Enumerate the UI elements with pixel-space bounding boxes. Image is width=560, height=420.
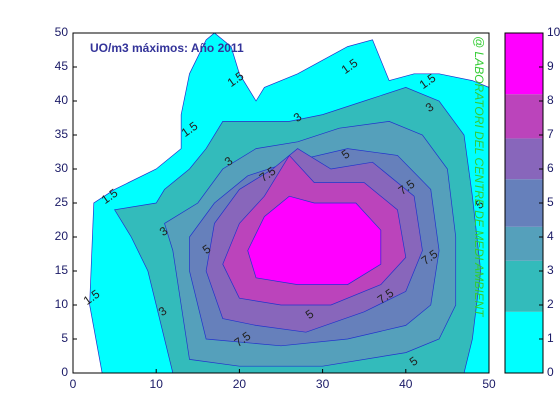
colorbar-band	[505, 311, 543, 373]
colorbar-tick-label: 9	[547, 59, 554, 73]
colorbar-tick-label: 1	[547, 331, 554, 345]
y-tick-label: 30	[55, 161, 69, 175]
x-tick-label: 50	[482, 377, 496, 391]
colorbar-tick-label: 8	[547, 93, 554, 107]
chart-title: UO/m3 máximos: Año 2011	[90, 41, 244, 55]
y-tick-label: 10	[55, 297, 69, 311]
y-tick-label: 20	[55, 229, 69, 243]
y-tick-label: 35	[55, 127, 69, 141]
y-tick-label: 15	[55, 263, 69, 277]
y-tick-label: 50	[55, 25, 69, 39]
colorbar-band	[505, 94, 543, 139]
colorbar-band	[505, 138, 543, 180]
x-tick-label: 30	[316, 377, 330, 391]
colorbar-band	[505, 179, 543, 227]
y-tick-label: 45	[55, 59, 69, 73]
watermark: @ LABORATORI DEL CENTRE DE MEDI AMBIENT	[472, 36, 486, 318]
colorbar-tick-label: 5	[547, 195, 554, 209]
colorbar-band	[505, 260, 543, 312]
colorbar-tick-label: 0	[547, 365, 554, 379]
colorbar-tick-label: 4	[547, 229, 554, 243]
contour-region	[247, 195, 382, 285]
colorbar-tick-label: 3	[547, 263, 554, 277]
colorbar-band	[505, 33, 543, 95]
y-tick-label: 40	[55, 93, 69, 107]
colorbar-tick-label: 2	[547, 297, 554, 311]
y-tick-label: 0	[61, 365, 68, 379]
x-tick-label: 0	[70, 377, 77, 391]
colorbar-tick-label: 6	[547, 161, 554, 175]
colorbar-tick-label: 10	[547, 25, 560, 39]
x-tick-label: 20	[233, 377, 247, 391]
x-tick-label: 10	[150, 377, 164, 391]
y-tick-label: 25	[55, 195, 69, 209]
colorbar-band	[505, 226, 543, 261]
x-tick-label: 40	[399, 377, 413, 391]
y-tick-label: 5	[61, 331, 68, 345]
colorbar-tick-label: 7	[547, 127, 554, 141]
